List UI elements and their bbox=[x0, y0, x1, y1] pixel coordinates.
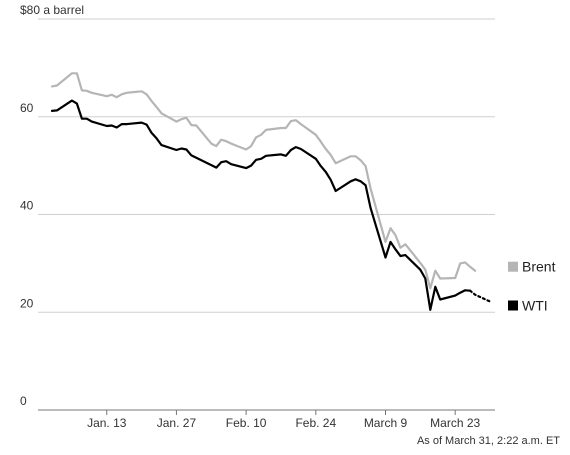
x-tick-label: Feb. 10 bbox=[226, 416, 267, 430]
y-tick-label-20: 20 bbox=[20, 296, 34, 310]
timestamp-note: As of March 31, 2:22 a.m. ET bbox=[416, 435, 560, 447]
legend-label-wti: WTI bbox=[522, 297, 548, 313]
y-tick-label-40: 40 bbox=[20, 199, 34, 213]
y-tick-label-80: $80 a barrel bbox=[20, 3, 84, 17]
legend: Brent WTI bbox=[508, 259, 556, 313]
series-line-wti bbox=[50, 99, 472, 311]
legend-swatch-wti bbox=[508, 300, 518, 311]
series-lines bbox=[50, 72, 492, 311]
y-tick-label-60: 60 bbox=[20, 101, 34, 115]
series-line-brent bbox=[50, 72, 477, 290]
series-estimate-wti bbox=[469, 289, 492, 303]
y-axis-labels: $80 a barrel 60 40 20 0 bbox=[20, 3, 84, 408]
gridlines bbox=[38, 18, 495, 411]
x-tick-label: March 9 bbox=[364, 416, 408, 430]
legend-label-brent: Brent bbox=[522, 259, 556, 275]
x-tick-label: March 23 bbox=[430, 416, 480, 430]
legend-swatch-brent bbox=[508, 261, 518, 272]
x-tick-label: Jan. 13 bbox=[87, 416, 127, 430]
x-tick-label: Jan. 27 bbox=[157, 416, 197, 430]
x-tick-label: Feb. 24 bbox=[295, 416, 336, 430]
x-axis-labels: Jan. 13 Jan. 27 Feb. 10 Feb. 24 March 9 March… bbox=[87, 410, 481, 430]
y-tick-label-0: 0 bbox=[20, 394, 27, 408]
